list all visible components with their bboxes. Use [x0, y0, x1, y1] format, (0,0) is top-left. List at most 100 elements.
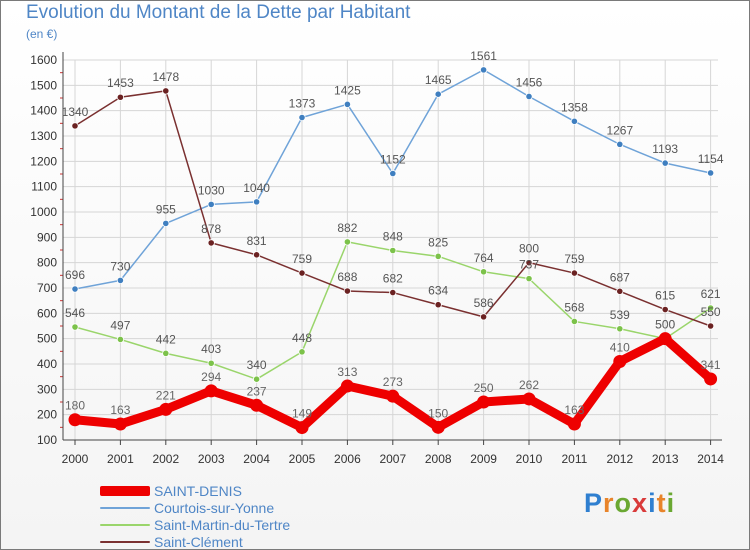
data-point-saint-cl-ment	[661, 305, 669, 314]
legend-label: Courtois-sur-Yonne	[154, 499, 275, 516]
proxiti-logo: Proxiti	[584, 488, 676, 518]
data-label-saint-cl-ment: 878	[201, 222, 221, 236]
data-point-saint-martin-du-tertre	[253, 375, 261, 383]
data-label-courtois-sur-yonne: 1561	[470, 49, 497, 63]
data-point-saint-cl-ment	[253, 251, 261, 259]
x-tick-label: 2009	[470, 452, 497, 466]
data-label-saint-denis: 221	[156, 388, 176, 402]
x-tick-label: 2007	[379, 452, 406, 466]
y-tick-label: 500	[37, 332, 57, 346]
data-label-courtois-sur-yonne: 696	[65, 268, 85, 282]
data-label-saint-martin-du-tertre: 497	[110, 318, 130, 332]
data-point-saint-martin-du-tertre	[298, 348, 306, 356]
legend-item: Courtois-sur-Yonne	[100, 499, 290, 516]
data-label-saint-denis: 273	[383, 375, 403, 389]
data-point-saint-martin-du-tertre	[706, 304, 715, 312]
legend-swatch	[100, 485, 150, 496]
data-label-saint-cl-ment: 615	[655, 289, 675, 303]
data-label-saint-cl-ment: 586	[474, 296, 494, 310]
data-point-saint-martin-du-tertre	[343, 238, 351, 246]
data-label-courtois-sur-yonne: 1152	[380, 152, 406, 166]
data-point-saint-cl-ment	[298, 269, 306, 277]
data-point-saint-denis	[613, 354, 627, 368]
data-label-saint-martin-du-tertre: 825	[428, 235, 448, 249]
data-label-courtois-sur-yonne: 1030	[198, 183, 225, 197]
data-point-saint-martin-du-tertre	[525, 275, 533, 283]
data-point-saint-martin-du-tertre	[162, 349, 170, 357]
data-point-saint-cl-ment	[162, 87, 170, 95]
data-point-saint-denis	[431, 420, 445, 434]
data-point-saint-martin-du-tertre	[207, 359, 215, 367]
y-tick-label: 100	[37, 433, 57, 447]
data-point-saint-martin-du-tertre	[71, 323, 79, 331]
data-point-saint-cl-ment	[71, 122, 79, 130]
chart-title: Evolution du Montant de la Dette par Hab…	[26, 2, 411, 23]
data-point-saint-denis	[250, 398, 264, 412]
data-label-courtois-sur-yonne: 1040	[243, 181, 270, 195]
data-point-saint-denis	[386, 389, 400, 403]
data-point-courtois-sur-yonne	[71, 285, 79, 293]
data-label-saint-denis: 341	[701, 358, 721, 372]
y-tick-label: 900	[37, 230, 57, 244]
data-labels: 696 730 955 1030 1040 1373 1425 1152 1465 1561 145…	[62, 49, 724, 421]
data-point-saint-cl-ment	[706, 322, 715, 330]
y-tick-label: 1200	[30, 154, 57, 168]
y-tick-label: 200	[37, 408, 57, 422]
data-point-saint-denis	[704, 372, 718, 386]
data-label-saint-cl-ment: 550	[701, 305, 721, 319]
data-label-saint-denis: 250	[474, 381, 494, 395]
legend: SAINT-DENIS Courtois-sur-Yonne Saint-Marti…	[100, 482, 290, 550]
data-point-saint-cl-ment	[343, 287, 351, 295]
data-point-saint-cl-ment	[207, 239, 215, 247]
y-tick-label: 600	[37, 306, 57, 320]
data-point-saint-martin-du-tertre	[389, 246, 397, 255]
data-label-saint-denis: 150	[428, 406, 448, 420]
y-tick-label: 700	[37, 281, 57, 295]
data-label-saint-martin-du-tertre: 403	[201, 342, 221, 356]
data-label-saint-martin-du-tertre: 882	[337, 221, 357, 235]
data-label-saint-denis: 237	[247, 384, 267, 398]
data-label-saint-martin-du-tertre: 340	[247, 358, 267, 372]
data-label-saint-denis: 163	[564, 403, 584, 417]
data-point-saint-denis	[567, 417, 581, 431]
y-tick-label: 1400	[30, 104, 57, 118]
data-label-saint-denis: 500	[655, 318, 675, 332]
x-tick-label: 2002	[152, 452, 179, 466]
data-label-saint-cl-ment: 682	[383, 272, 403, 286]
data-point-courtois-sur-yonne	[434, 90, 442, 98]
data-label-saint-cl-ment: 1478	[152, 70, 179, 84]
data-point-courtois-sur-yonne	[525, 92, 533, 101]
data-point-courtois-sur-yonne	[298, 113, 306, 122]
data-label-courtois-sur-yonne: 1358	[561, 100, 588, 114]
data-point-saint-cl-ment	[479, 313, 488, 321]
data-label-courtois-sur-yonne: 1456	[516, 75, 543, 89]
data-label-saint-denis: 262	[519, 378, 539, 392]
data-points	[68, 66, 718, 435]
legend-label: SAINT-DENIS	[154, 482, 242, 499]
legend-label: Saint-Clément	[154, 533, 243, 550]
x-tick-label: 2011	[561, 452, 587, 466]
x-tick-label: 2008	[425, 452, 452, 466]
data-point-saint-denis	[522, 392, 536, 406]
data-label-saint-martin-du-tertre: 764	[474, 251, 494, 265]
legend-swatch	[100, 523, 150, 526]
data-label-saint-cl-ment: 800	[519, 242, 539, 256]
data-point-courtois-sur-yonne	[116, 276, 125, 284]
data-point-courtois-sur-yonne	[389, 169, 397, 178]
legend-swatch	[100, 540, 150, 543]
data-label-saint-denis: 163	[110, 403, 130, 417]
data-point-saint-denis	[68, 413, 82, 427]
data-point-saint-martin-du-tertre	[116, 335, 125, 344]
data-label-saint-denis: 180	[65, 399, 85, 413]
data-point-courtois-sur-yonne	[343, 100, 351, 108]
data-point-saint-martin-du-tertre	[434, 252, 442, 260]
axes: 100 200 300 400 500 600 700 800 900 1000 1100 1200 1…	[30, 52, 724, 466]
data-point-saint-martin-du-tertre	[570, 317, 579, 326]
y-tick-label: 1300	[30, 129, 57, 143]
x-tick-label: 2006	[334, 452, 361, 466]
data-point-courtois-sur-yonne	[616, 140, 624, 148]
data-label-courtois-sur-yonne: 730	[110, 259, 130, 273]
x-tick-label: 2014	[697, 452, 724, 466]
data-label-saint-cl-ment: 759	[292, 252, 312, 266]
